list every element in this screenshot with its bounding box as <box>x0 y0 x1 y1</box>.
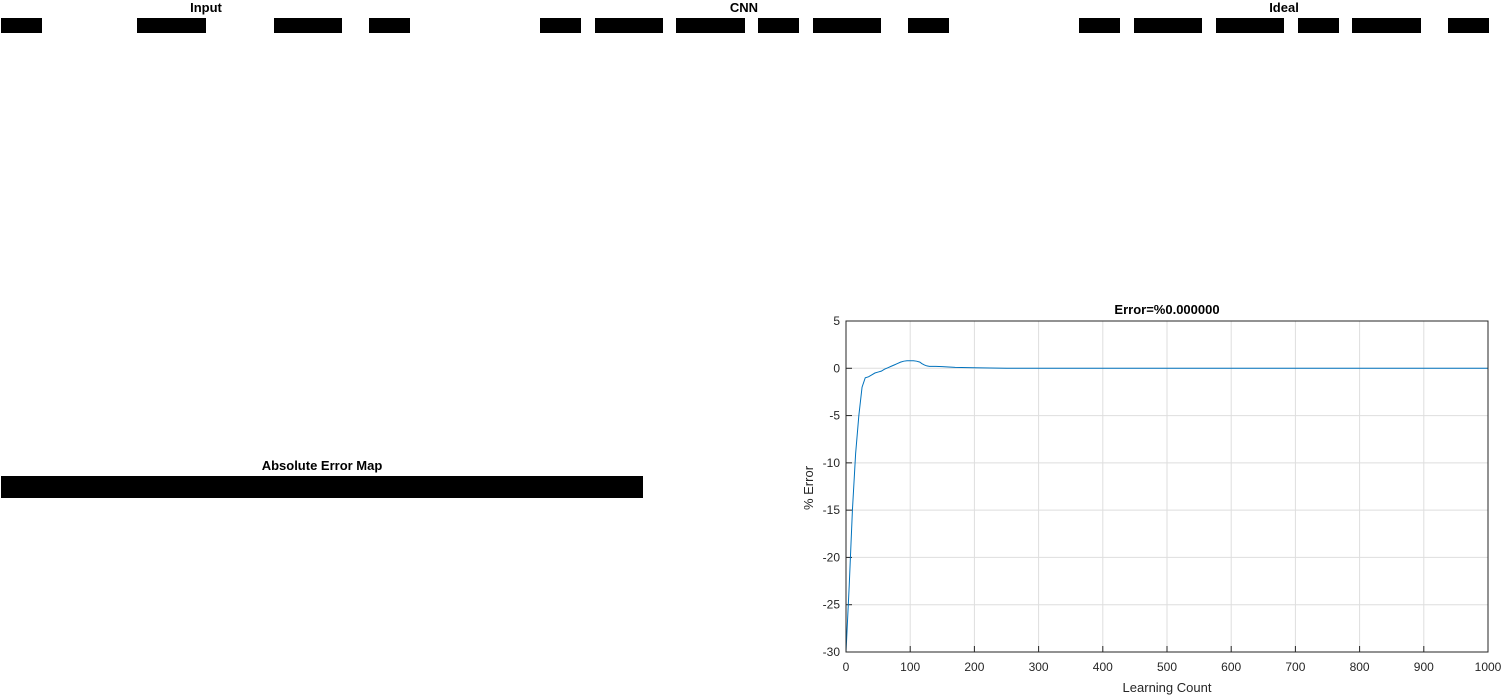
y-tick-label: -20 <box>823 550 841 564</box>
input-segment <box>369 18 410 33</box>
input-segment <box>1 18 42 33</box>
input-segment <box>274 18 342 33</box>
chart-title: Error=%0.000000 <box>1114 302 1219 317</box>
ideal-segment <box>1216 18 1284 33</box>
cnn-segment <box>758 18 799 33</box>
x-tick-label: 500 <box>1157 660 1177 674</box>
x-tick-label: 0 <box>843 660 850 674</box>
x-tick-label: 600 <box>1221 660 1241 674</box>
input-image-strip <box>0 18 412 33</box>
ideal-segment <box>1298 18 1339 33</box>
error-map-title: Absolute Error Map <box>261 458 383 473</box>
cnn-segment <box>676 18 745 33</box>
chart-ticks: 0 100 200 300 400 500 600 700 800 900 1000 -30 -25 -2… <box>823 314 1502 674</box>
x-tick-label: 100 <box>900 660 920 674</box>
cnn-segment <box>908 18 949 33</box>
y-tick-label: -10 <box>823 456 841 470</box>
x-tick-label: 1000 <box>1475 660 1502 674</box>
ideal-segment <box>1079 18 1120 33</box>
x-axis-label: Learning Count <box>1123 680 1212 695</box>
x-tick-label: 200 <box>964 660 984 674</box>
cnn-panel-title: CNN <box>729 0 759 15</box>
x-tick-label: 700 <box>1285 660 1305 674</box>
cnn-segment <box>540 18 581 33</box>
ideal-image-strip <box>1079 18 1491 33</box>
y-tick-label: 0 <box>833 361 840 375</box>
chart-grid <box>845 320 1489 653</box>
y-tick-label: -30 <box>823 645 841 659</box>
ideal-segment <box>1448 18 1489 33</box>
x-tick-label: 900 <box>1414 660 1434 674</box>
series-line <box>845 360 1488 653</box>
x-tick-label: 800 <box>1350 660 1370 674</box>
input-segment <box>137 18 206 33</box>
y-tick-label: -5 <box>829 409 840 423</box>
x-tick-label: 400 <box>1093 660 1113 674</box>
y-tick-label: -25 <box>823 598 841 612</box>
axes-box <box>845 320 1489 653</box>
cnn-image-strip <box>540 18 950 33</box>
ideal-segment <box>1352 18 1421 33</box>
x-tick-label: 300 <box>1029 660 1049 674</box>
y-tick-label: -15 <box>823 503 841 517</box>
ideal-panel-title: Ideal <box>1269 0 1299 15</box>
cnn-segment <box>595 18 663 33</box>
input-panel-title: Input <box>190 0 222 15</box>
y-axis-label: % Error <box>801 465 816 510</box>
error-map-image <box>1 476 643 498</box>
ideal-segment <box>1134 18 1202 33</box>
cnn-segment <box>813 18 881 33</box>
y-tick-label: 5 <box>833 314 840 328</box>
